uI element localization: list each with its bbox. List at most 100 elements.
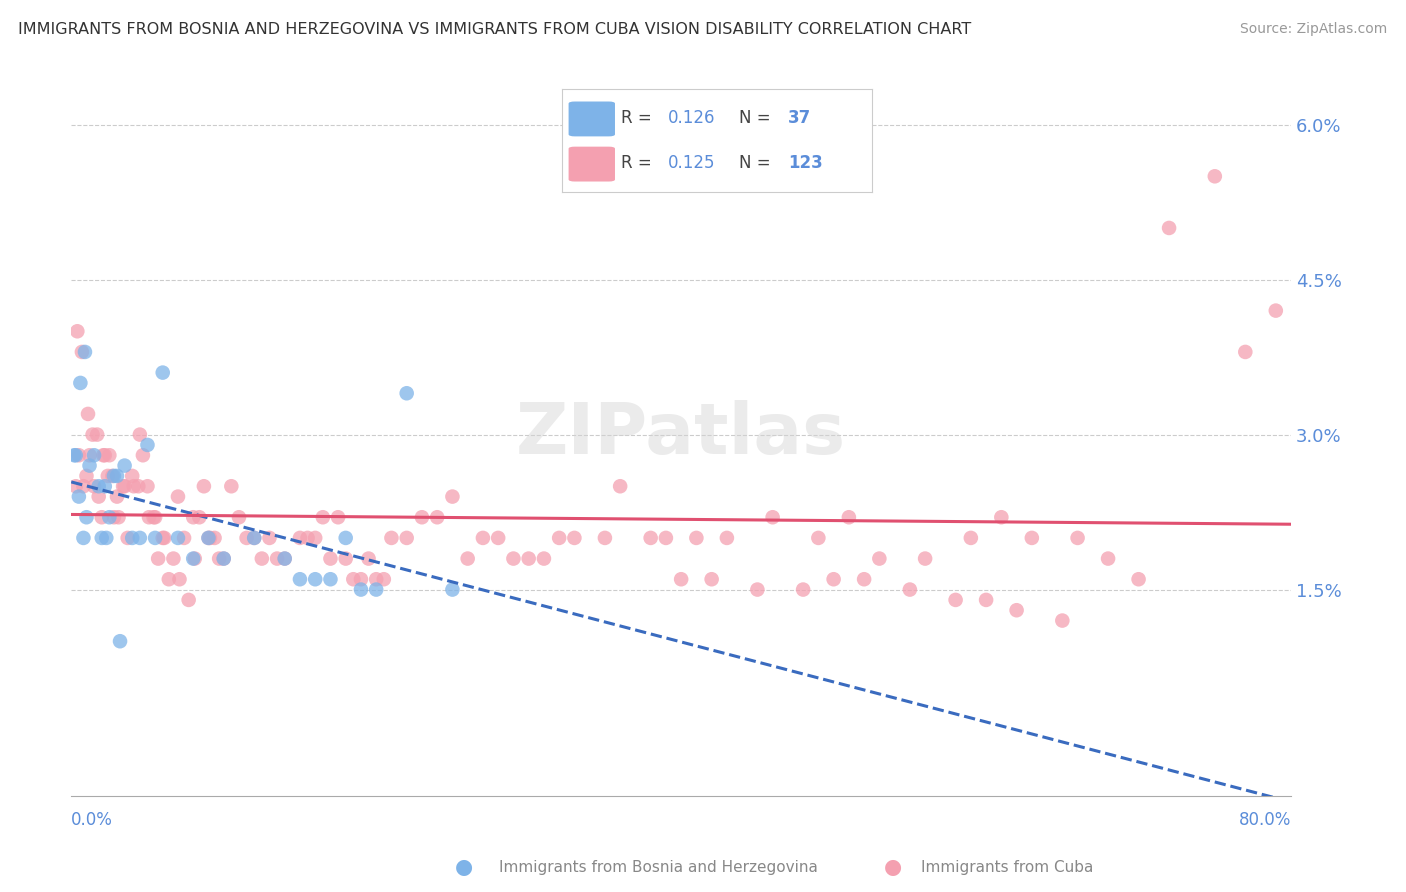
Point — [121, 531, 143, 545]
Point — [65, 479, 87, 493]
Point — [181, 551, 204, 566]
Point — [198, 531, 221, 545]
Point — [98, 510, 121, 524]
Point — [342, 572, 364, 586]
Point — [228, 510, 250, 524]
Text: R =: R = — [621, 154, 657, 172]
Point — [1204, 169, 1226, 184]
Point — [441, 490, 464, 504]
Point — [685, 531, 707, 545]
Point — [669, 572, 692, 586]
Point — [1066, 531, 1088, 545]
Point — [79, 458, 101, 473]
Point — [128, 531, 150, 545]
Point — [63, 448, 86, 462]
Point — [243, 531, 266, 545]
Point — [273, 551, 295, 566]
Point — [121, 469, 143, 483]
Point — [67, 448, 90, 462]
Point — [90, 510, 112, 524]
Point — [128, 427, 150, 442]
Point — [153, 531, 176, 545]
Point — [114, 458, 136, 473]
Point — [221, 479, 243, 493]
Point — [747, 582, 769, 597]
Point — [823, 572, 845, 586]
Point — [152, 366, 174, 380]
Point — [98, 448, 121, 462]
Point — [373, 572, 395, 586]
Point — [426, 510, 449, 524]
Point — [350, 572, 373, 586]
Point — [868, 551, 890, 566]
Point — [471, 531, 494, 545]
Point — [167, 531, 190, 545]
Point — [177, 593, 200, 607]
Point — [288, 572, 311, 586]
Point — [66, 324, 89, 338]
Point — [87, 479, 110, 493]
Point — [319, 551, 342, 566]
Point — [762, 510, 785, 524]
FancyBboxPatch shape — [568, 146, 614, 181]
Point — [114, 479, 136, 493]
Point — [380, 531, 402, 545]
Point — [266, 551, 288, 566]
Point — [83, 479, 105, 493]
Point — [157, 572, 180, 586]
Text: Source: ZipAtlas.com: Source: ZipAtlas.com — [1240, 22, 1388, 37]
Point — [184, 551, 207, 566]
Point — [259, 531, 281, 545]
Point — [441, 582, 464, 597]
Point — [457, 551, 479, 566]
Point — [73, 345, 96, 359]
Point — [212, 551, 235, 566]
Point — [86, 427, 108, 442]
Point — [87, 490, 110, 504]
Point — [212, 551, 235, 566]
Point — [609, 479, 631, 493]
Point — [1021, 531, 1043, 545]
Point — [97, 469, 120, 483]
Point — [1157, 221, 1180, 235]
Point — [533, 551, 555, 566]
Point — [243, 531, 266, 545]
Point — [960, 531, 983, 545]
Point — [1128, 572, 1150, 586]
FancyBboxPatch shape — [568, 102, 614, 136]
Point — [101, 469, 124, 483]
Point — [411, 510, 433, 524]
Point — [853, 572, 876, 586]
Point — [319, 572, 342, 586]
Point — [1264, 303, 1286, 318]
Point — [204, 531, 226, 545]
Point — [96, 531, 118, 545]
Point — [792, 582, 814, 597]
Point — [76, 510, 98, 524]
Point — [304, 572, 326, 586]
Text: 0.125: 0.125 — [668, 154, 716, 172]
Point — [138, 510, 160, 524]
Point — [122, 479, 145, 493]
Point — [700, 572, 723, 586]
Point — [640, 531, 662, 545]
Point — [94, 448, 117, 462]
Point — [548, 531, 571, 545]
Point — [838, 510, 860, 524]
Text: N =: N = — [738, 154, 776, 172]
Point — [181, 510, 204, 524]
Point — [91, 448, 114, 462]
Text: Immigrants from Bosnia and Herzegovina: Immigrants from Bosnia and Herzegovina — [499, 860, 818, 874]
Text: N =: N = — [738, 109, 776, 127]
Point — [143, 510, 166, 524]
Point — [162, 551, 184, 566]
Point — [167, 490, 190, 504]
Text: ●: ● — [884, 857, 901, 877]
Point — [357, 551, 380, 566]
Point — [326, 510, 349, 524]
Point — [169, 572, 191, 586]
Point — [945, 593, 967, 607]
Point — [146, 551, 169, 566]
Point — [105, 490, 128, 504]
Point — [83, 448, 105, 462]
